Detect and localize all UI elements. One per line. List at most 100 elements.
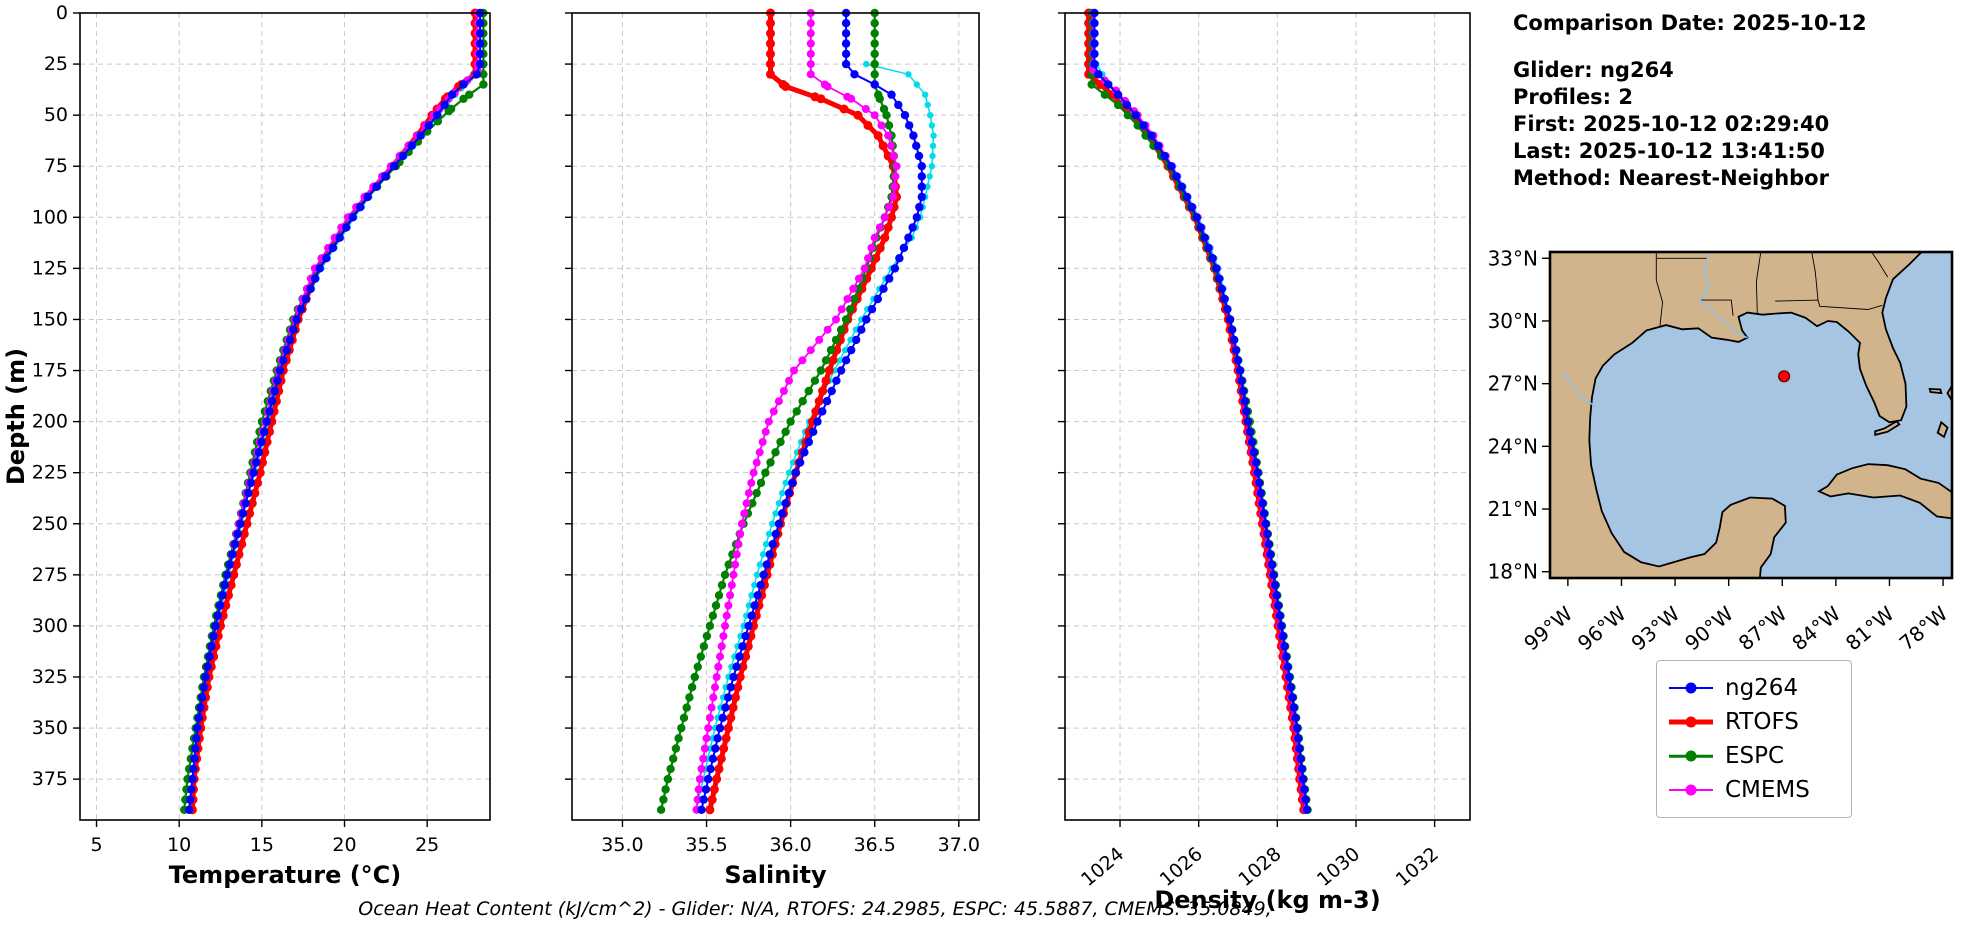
map-border bbox=[1871, 252, 1889, 278]
map-lat-label: 24°N bbox=[1488, 434, 1538, 458]
map-land bbox=[1936, 420, 1949, 439]
legend: ng264 RTOFS ESPC CMEMS bbox=[1656, 660, 1852, 818]
x-tick-label: 20 bbox=[332, 834, 356, 856]
map-lat-label: 18°N bbox=[1488, 560, 1538, 584]
legend-entry-ng264: ng264 bbox=[1669, 671, 1839, 705]
x-tick-label: 35.0 bbox=[601, 834, 643, 856]
legend-label: RTOFS bbox=[1725, 709, 1799, 735]
x-tick-label: 37.0 bbox=[938, 834, 980, 856]
spacer bbox=[1513, 37, 1867, 57]
y-tick-label: 300 bbox=[32, 615, 68, 637]
ohc-caption: Ocean Heat Content (kJ/cm^2) - Glider: N… bbox=[358, 898, 1272, 920]
last-profile-time: Last: 2025-10-12 13:41:50 bbox=[1513, 139, 1825, 163]
series-ESPC bbox=[1087, 8, 1312, 814]
y-tick-label: 100 bbox=[32, 206, 68, 228]
temperature-profile: 5 10 15 20 250255075100125150175200225250275… bbox=[2, 2, 491, 889]
series-RTOFS bbox=[187, 8, 480, 815]
x-tick-label: 1026 bbox=[1156, 843, 1207, 891]
glider-location-marker bbox=[1777, 370, 1791, 383]
legend-entry-rtofs: RTOFS bbox=[1669, 705, 1839, 739]
y-axis-label: Depth (m) bbox=[2, 348, 30, 485]
y-tick-label: 275 bbox=[32, 564, 68, 586]
map-lat-label: 27°N bbox=[1488, 372, 1538, 396]
y-tick-label: 225 bbox=[32, 462, 68, 484]
x-tick-label: 36.0 bbox=[769, 834, 811, 856]
y-tick-label: 350 bbox=[32, 717, 68, 739]
map-lon-label: 99°W bbox=[1519, 601, 1577, 655]
series-RTOFS bbox=[1084, 8, 1309, 815]
legend-label: ng264 bbox=[1725, 675, 1799, 701]
x-tick-label: 1030 bbox=[1313, 843, 1364, 891]
series-ng264 bbox=[184, 8, 485, 814]
map-land bbox=[1928, 387, 1943, 395]
map-land bbox=[1874, 420, 1901, 437]
glider-name: Glider: ng264 bbox=[1513, 58, 1674, 82]
map-border bbox=[1775, 299, 1883, 310]
series-ng264-profile2 bbox=[187, 60, 484, 813]
y-tick-label: 0 bbox=[56, 2, 68, 24]
x-tick-label: 10 bbox=[167, 834, 191, 856]
map-lon-label: 93°W bbox=[1627, 601, 1685, 655]
series-ng264 bbox=[697, 8, 926, 814]
x-tick-label: 1024 bbox=[1077, 843, 1128, 891]
method: Method: Nearest-Neighbor bbox=[1513, 166, 1829, 190]
map-lon-label: 96°W bbox=[1573, 601, 1631, 655]
map-lat-label: 21°N bbox=[1488, 497, 1538, 521]
y-tick-label: 125 bbox=[32, 257, 68, 279]
map-lon-label: 90°W bbox=[1680, 601, 1738, 655]
comparison-date: Comparison Date: 2025-10-12 bbox=[1513, 11, 1867, 35]
legend-line-sample bbox=[1669, 778, 1713, 802]
map-land bbox=[1550, 252, 1923, 578]
legend-entry-espc: ESPC bbox=[1669, 739, 1839, 773]
x-tick-label: 15 bbox=[250, 834, 274, 856]
map-land bbox=[1816, 463, 1952, 520]
x-tick-label: 5 bbox=[90, 834, 102, 856]
map-border bbox=[1700, 299, 1734, 316]
map-lon-label: 84°W bbox=[1787, 601, 1845, 655]
legend-entry-cmems: CMEMS bbox=[1669, 773, 1839, 807]
map-border bbox=[1755, 252, 1762, 314]
map-border bbox=[1811, 252, 1819, 301]
legend-label: ESPC bbox=[1725, 743, 1785, 769]
series-RTOFS bbox=[705, 8, 902, 815]
legend-label: CMEMS bbox=[1725, 777, 1810, 803]
y-tick-label: 175 bbox=[32, 360, 68, 382]
gulf-of-mexico-map: 18°N 21°N 24°N 27°N 30°N 33°N 99°W96°W93°W90°W… bbox=[1488, 246, 1954, 655]
y-tick-label: 325 bbox=[32, 666, 68, 688]
y-tick-label: 200 bbox=[32, 411, 68, 433]
y-tick-label: 375 bbox=[32, 768, 68, 790]
map-lat-label: 30°N bbox=[1488, 309, 1538, 333]
x-tick-label: 36.5 bbox=[854, 834, 896, 856]
x-axis-label: Salinity bbox=[724, 861, 827, 889]
metadata-panel: Comparison Date: 2025-10-12 Glider: ng26… bbox=[1513, 10, 1867, 192]
y-tick-label: 250 bbox=[32, 513, 68, 535]
map-lat-label: 33°N bbox=[1488, 246, 1538, 270]
series-ESPC bbox=[656, 8, 900, 814]
map-lon-label: 78°W bbox=[1895, 601, 1953, 655]
series-ESPC bbox=[180, 8, 488, 814]
profiles-count: Profiles: 2 bbox=[1513, 85, 1634, 109]
density-profile: 1024 1026 1028 1030 1032 Density (kg m-3) bbox=[1058, 8, 1471, 914]
map-lon-label: 81°W bbox=[1841, 601, 1899, 655]
map-river bbox=[1561, 370, 1597, 408]
y-tick-label: 50 bbox=[44, 104, 68, 126]
series-CMEMS bbox=[185, 9, 482, 814]
map-river bbox=[1699, 252, 1748, 339]
y-tick-label: 25 bbox=[44, 53, 68, 75]
map-lon-label: 87°W bbox=[1734, 601, 1792, 655]
salinity-profile: 35.0 35.5 36.0 36.5 37.0 Salinity bbox=[565, 8, 980, 889]
legend-line-sample bbox=[1669, 676, 1713, 700]
first-profile-time: First: 2025-10-12 02:29:40 bbox=[1513, 112, 1830, 136]
series-CMEMS bbox=[1089, 9, 1310, 814]
x-tick-label: 35.5 bbox=[685, 834, 727, 856]
legend-line-sample bbox=[1669, 710, 1713, 734]
y-tick-label: 150 bbox=[32, 308, 68, 330]
x-tick-label: 25 bbox=[415, 834, 439, 856]
x-tick-label: 1028 bbox=[1234, 843, 1285, 891]
series-ng264-profile2 bbox=[1093, 60, 1311, 813]
y-tick-label: 75 bbox=[44, 155, 68, 177]
x-axis-label: Temperature (°C) bbox=[169, 861, 402, 889]
x-tick-label: 1032 bbox=[1392, 843, 1443, 891]
